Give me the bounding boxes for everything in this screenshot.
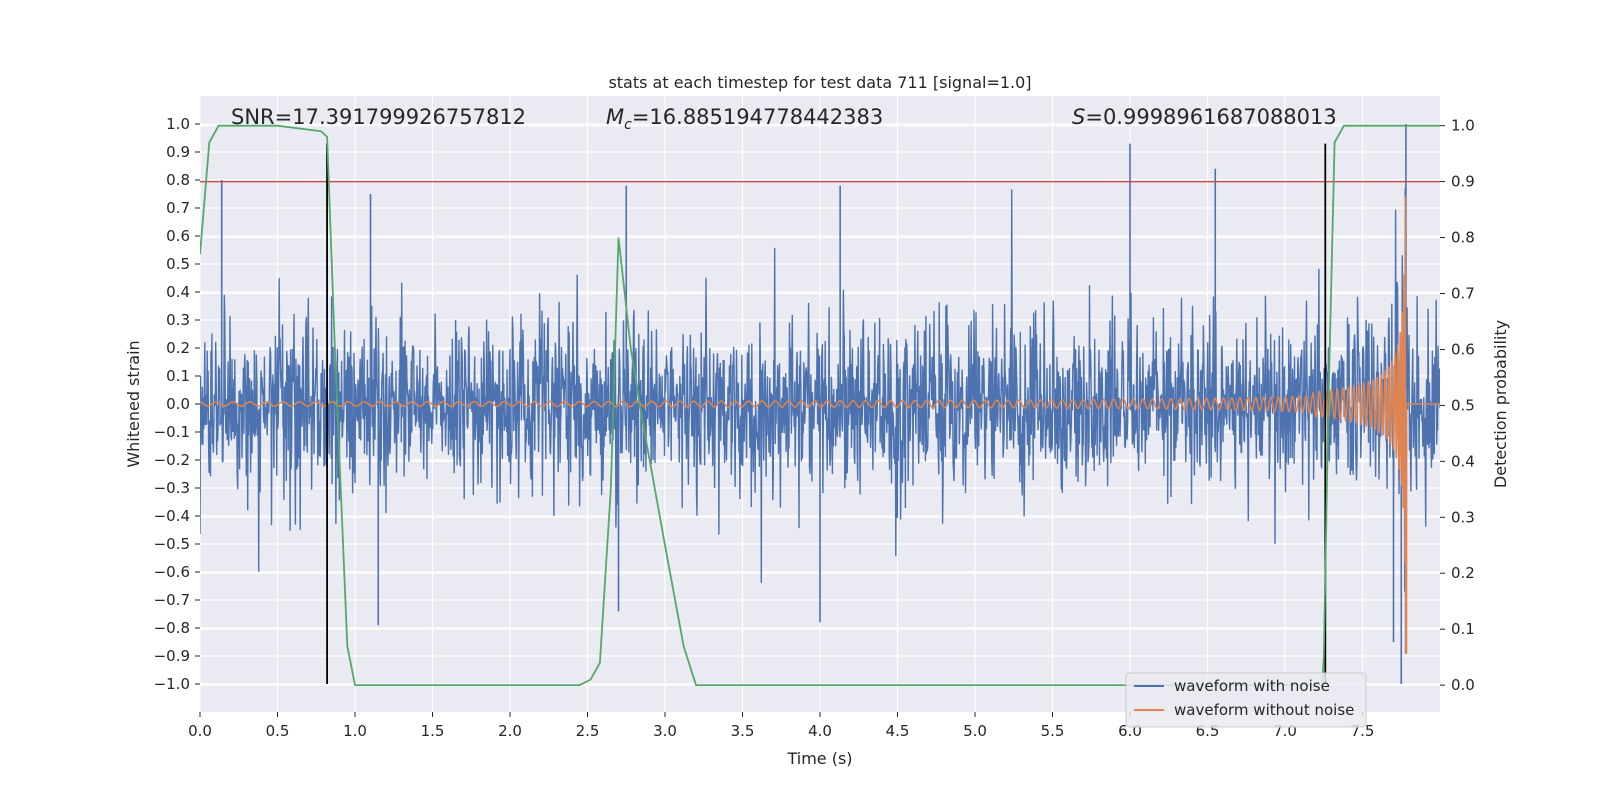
y2-tick-label: 1.0 bbox=[1451, 117, 1475, 135]
y-tick-label: −0.1 bbox=[154, 423, 190, 441]
legend-label-noisy: waveform with noise bbox=[1174, 677, 1330, 695]
y-tick-label: −0.5 bbox=[154, 535, 190, 553]
y-tick-label: 0.1 bbox=[166, 367, 190, 385]
series-probability-line bbox=[200, 124, 1440, 686]
y-tick-label: −0.4 bbox=[154, 507, 190, 525]
x-tick-label: 3.0 bbox=[653, 722, 677, 740]
x-tick-label: 1.0 bbox=[343, 722, 367, 740]
x-tick-label: 5.0 bbox=[963, 722, 987, 740]
y-tick-label: 0.7 bbox=[166, 199, 190, 217]
x-tick-label: 3.5 bbox=[731, 722, 755, 740]
y-tick-label: −0.7 bbox=[154, 591, 190, 609]
chirp-mass-subscript: c bbox=[624, 117, 632, 133]
y-tick-label: 0.8 bbox=[166, 171, 190, 189]
chart-title: stats at each timestep for test data 711… bbox=[608, 73, 1031, 92]
y-tick-label: −0.9 bbox=[154, 647, 190, 665]
x-tick-label: 4.5 bbox=[886, 722, 910, 740]
legend: waveform with noise waveform without nois… bbox=[1125, 672, 1367, 728]
plot-area bbox=[200, 124, 1440, 686]
y2-tick-label: 0.1 bbox=[1451, 620, 1475, 638]
y2-axis-label: Detection probability bbox=[1491, 320, 1510, 488]
y2-tick-label: 0.6 bbox=[1451, 340, 1475, 358]
y-tick-label: 0.2 bbox=[166, 339, 190, 357]
y-tick-label: 0.4 bbox=[166, 283, 190, 301]
x-tick-label: 5.5 bbox=[1041, 722, 1065, 740]
y-tick-label: −0.3 bbox=[154, 479, 190, 497]
y-tick-label: 0.5 bbox=[166, 255, 190, 273]
legend-box bbox=[1125, 672, 1367, 728]
y2-tick-label: 0.3 bbox=[1451, 508, 1475, 526]
snr-annotation: SNR=17.391799926757812 bbox=[231, 105, 526, 129]
series-clean-line bbox=[200, 196, 1440, 654]
y2-tick-label: 0.8 bbox=[1451, 229, 1475, 247]
legend-label-clean: waveform without noise bbox=[1174, 701, 1354, 719]
y-axis-label: Whitened strain bbox=[124, 340, 143, 467]
chirp-mass-annotation: Mc=16.885194778442383 bbox=[606, 105, 883, 133]
y2-tick-label: 0.0 bbox=[1451, 676, 1475, 694]
score-value: =0.9998961687088013 bbox=[1085, 105, 1336, 129]
y-tick-label: 1.0 bbox=[166, 115, 190, 133]
y2-tick-label: 0.2 bbox=[1451, 564, 1475, 582]
chirp-mass-symbol: M bbox=[606, 105, 624, 129]
score-symbol: S bbox=[1072, 105, 1085, 129]
y-tick-label: −0.8 bbox=[154, 619, 190, 637]
x-tick-label: 1.5 bbox=[421, 722, 445, 740]
y-tick-label: 0.6 bbox=[166, 227, 190, 245]
ticks: 0.0 0.5 1.0 1.5 2.0 2.5 3.0 3.5 4.0 4.5 5.0 5.5 6.0 6… bbox=[154, 115, 1475, 740]
x-tick-label: 0.5 bbox=[266, 722, 290, 740]
y-tick-label: 0.9 bbox=[166, 143, 190, 161]
x-tick-label: 2.5 bbox=[576, 722, 600, 740]
x-axis-label: Time (s) bbox=[786, 749, 852, 768]
y2-tick-label: 0.4 bbox=[1451, 452, 1475, 470]
x-tick-label: 2.0 bbox=[498, 722, 522, 740]
y-tick-label: 0.0 bbox=[166, 395, 190, 413]
y2-tick-label: 0.7 bbox=[1451, 285, 1475, 303]
y2-tick-label: 0.5 bbox=[1451, 396, 1475, 414]
y-tick-label: 0.3 bbox=[166, 311, 190, 329]
annotations: SNR=17.391799926757812 Mc=16.885194778442… bbox=[231, 105, 1337, 133]
y-tick-label: −1.0 bbox=[154, 675, 190, 693]
x-tick-label: 4.0 bbox=[808, 722, 832, 740]
score-annotation: S=0.9998961687088013 bbox=[1072, 105, 1337, 129]
x-tick-label: 0.0 bbox=[188, 722, 212, 740]
y-tick-label: −0.6 bbox=[154, 563, 190, 581]
y-tick-label: −0.2 bbox=[154, 451, 190, 469]
y2-tick-label: 0.9 bbox=[1451, 173, 1475, 191]
chirp-mass-value: =16.885194778442383 bbox=[632, 105, 883, 129]
